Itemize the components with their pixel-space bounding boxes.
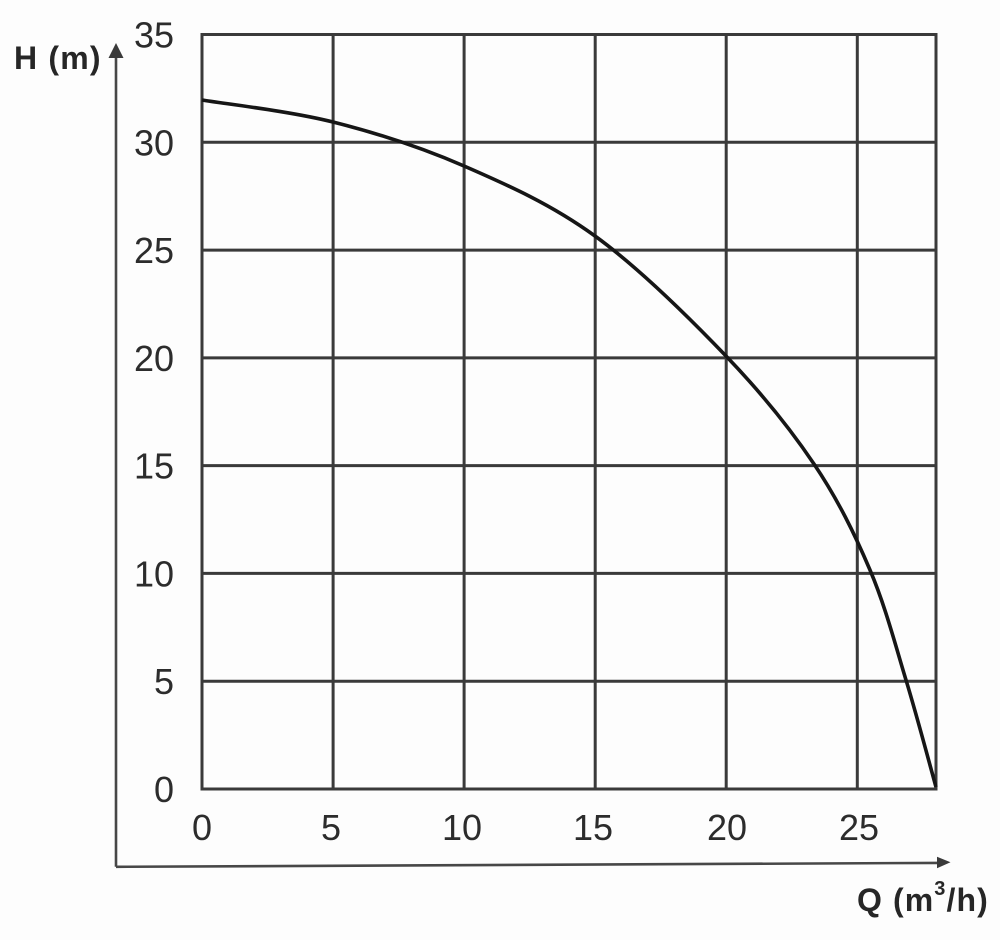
svg-text:35: 35: [134, 15, 174, 56]
svg-text:10: 10: [134, 553, 174, 594]
svg-text:20: 20: [707, 807, 747, 848]
svg-text:5: 5: [321, 807, 341, 848]
svg-text:5: 5: [154, 661, 174, 702]
svg-text:15: 15: [573, 807, 613, 848]
svg-text:25: 25: [839, 807, 879, 848]
svg-text:30: 30: [134, 122, 174, 163]
svg-text:10: 10: [442, 807, 482, 848]
svg-text:0: 0: [192, 807, 212, 848]
svg-text:0: 0: [154, 769, 174, 810]
svg-text:20: 20: [134, 338, 174, 379]
svg-text:H (m): H (m): [14, 40, 102, 76]
svg-text:Q (m3/h): Q (m3/h): [857, 878, 989, 918]
svg-text:25: 25: [134, 230, 174, 271]
svg-text:15: 15: [134, 446, 174, 487]
